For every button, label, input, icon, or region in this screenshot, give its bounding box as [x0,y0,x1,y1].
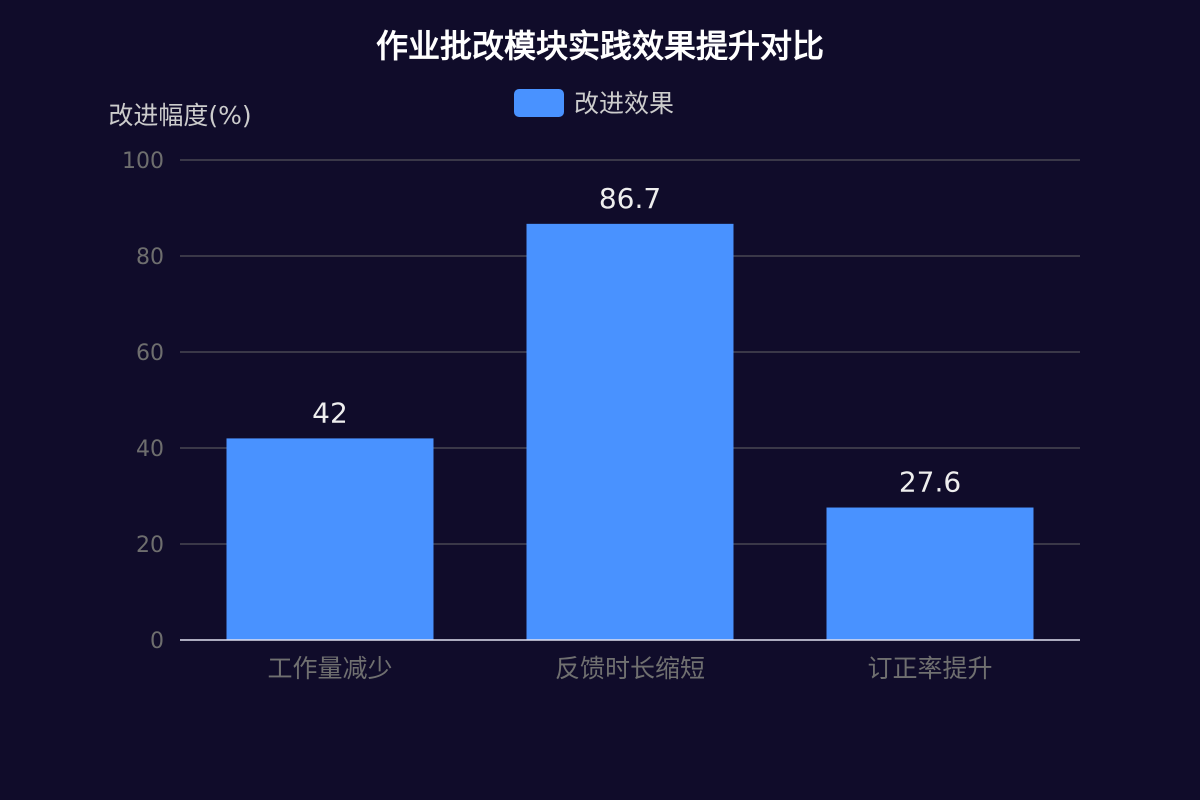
bars [226,223,1034,640]
y-axis-ticks: 0 20 40 60 80 100 [122,149,164,654]
x-tick-label: 工作量减少 [267,654,392,683]
legend-swatch [514,89,564,117]
legend-label: 改进效果 [574,89,674,118]
y-axis-title: 改进幅度(%) [108,101,251,130]
y-tick-label: 20 [136,533,164,558]
bar-value-label: 86.7 [599,182,661,215]
bar-2[interactable] [526,223,734,640]
bar-3[interactable] [826,507,1034,640]
y-tick-label: 60 [136,341,164,366]
x-tick-label: 订正率提升 [867,654,992,683]
legend[interactable]: 改进效果 [514,89,674,118]
bar-value-label: 27.6 [899,466,961,499]
y-tick-label: 40 [136,437,164,462]
value-labels: 42 86.7 27.6 [312,182,961,499]
chart-title: 作业批改模块实践效果提升对比 [376,27,824,65]
x-axis-ticks: 工作量减少 反馈时长缩短 订正率提升 [267,654,992,683]
x-tick-label: 反馈时长缩短 [555,654,705,683]
y-tick-label: 100 [122,149,164,174]
y-tick-label: 0 [150,629,164,654]
y-tick-label: 80 [136,245,164,270]
bar-1[interactable] [226,438,434,640]
bar-value-label: 42 [312,396,348,429]
